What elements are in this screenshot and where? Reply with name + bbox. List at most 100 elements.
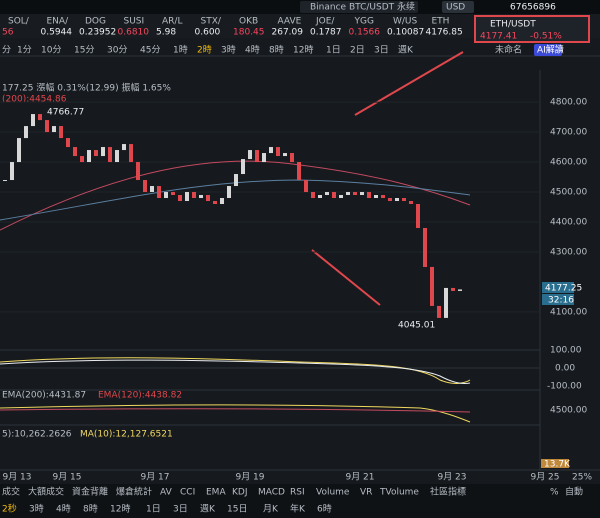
ticker-symbol[interactable]: SOL/	[8, 17, 30, 27]
ticker-symbol[interactable]: AAVE	[278, 17, 302, 27]
interval[interactable]: 分	[2, 45, 11, 56]
ticker-symbol[interactable]: ENA/	[47, 17, 70, 27]
ticker-symbol[interactable]: W/US	[393, 17, 418, 27]
interval[interactable]: 4時	[245, 45, 260, 56]
candle	[192, 192, 196, 199]
candle	[157, 186, 161, 199]
indicator-tab[interactable]: Volume	[316, 488, 350, 498]
candle	[304, 180, 308, 193]
currency[interactable]: USD	[446, 3, 465, 13]
currency-select[interactable]	[442, 1, 474, 13]
indicator-tab[interactable]: AV	[160, 488, 173, 498]
candle	[332, 192, 336, 199]
ticker-symbol[interactable]: STX/	[201, 17, 222, 27]
candle	[10, 162, 14, 181]
ticker-price[interactable]: 4176.85	[426, 28, 463, 38]
indicator-tab[interactable]: MACD	[258, 488, 285, 498]
candle	[297, 162, 301, 181]
ma-label: (200):4454.86	[2, 95, 67, 105]
indicator-tab[interactable]: EMA	[206, 488, 226, 498]
interval[interactable]: 10分	[41, 45, 61, 56]
ticker-price[interactable]: 0.23952	[79, 28, 116, 38]
macd-line	[0, 357, 471, 384]
ticker-symbol[interactable]: OKB	[239, 17, 258, 27]
ticker-symbol[interactable]: JOE/	[315, 17, 335, 27]
interval[interactable]: 2時	[197, 45, 212, 56]
search[interactable]: Binance BTC/USDT 永续	[310, 1, 415, 13]
bottom-interval[interactable]: 3時	[29, 504, 44, 515]
indicator-tab[interactable]: TVolume	[379, 488, 419, 498]
bottom-interval[interactable]: 週K	[200, 504, 216, 515]
ema-line	[0, 408, 471, 413]
indicator-tab[interactable]: 爆倉統計	[116, 486, 152, 498]
bottom-interval[interactable]: 1日	[146, 504, 161, 515]
popup[interactable]	[474, 15, 590, 43]
candle	[262, 153, 266, 163]
candle	[178, 195, 182, 202]
ma-line	[0, 179, 471, 221]
bottom-interval[interactable]: 3日	[173, 504, 188, 515]
indicator-tab[interactable]: VR	[360, 488, 372, 498]
bottom-interval[interactable]: 12時	[110, 504, 130, 515]
interval[interactable]: 45分	[140, 45, 160, 56]
bottom-interval[interactable]: 4時	[56, 504, 71, 515]
candle	[129, 144, 133, 163]
interval[interactable]: 1時	[173, 45, 188, 56]
ticker-price[interactable]: 0.600	[195, 28, 221, 38]
bottom-interval[interactable]: 8時	[83, 504, 98, 515]
ticker-symbol[interactable]: DOG	[85, 17, 106, 27]
ticker-price[interactable]: 0.5944	[41, 28, 73, 38]
candle	[283, 153, 287, 157]
ticker-price[interactable]: 0.1566	[349, 28, 381, 38]
bottom-interval[interactable]: 年K	[290, 503, 306, 515]
indicator-tab[interactable]: CCI	[180, 488, 195, 498]
scale-auto[interactable]: 自動	[565, 486, 583, 498]
interval[interactable]: 2日	[350, 45, 365, 56]
x-tick-label: 9月 21	[345, 472, 374, 483]
interval[interactable]: 1日	[326, 45, 341, 56]
ticker-symbol[interactable]: AR/L	[162, 17, 182, 27]
indicator-tab[interactable]: 資金背離	[72, 486, 108, 498]
ticker-price[interactable]: 5.98	[156, 28, 176, 38]
ai-button[interactable]	[534, 44, 562, 56]
ai-label[interactable]: AI解讀	[537, 44, 564, 56]
popup-change[interactable]: -0.51%	[530, 32, 562, 42]
indicator-tab[interactable]: 大額成交	[28, 486, 64, 498]
interval[interactable]: 3時	[221, 45, 236, 56]
ticker-price[interactable]: 267.09	[272, 28, 304, 38]
candle	[17, 138, 21, 163]
interval[interactable]: 1分	[17, 45, 32, 56]
bottom-interval[interactable]: 2秒	[2, 503, 17, 515]
chart-header: 177.25 漲幅 0.31%(12.99) 振幅 1.65%	[2, 82, 171, 94]
interval[interactable]: 週K	[398, 45, 414, 56]
interval[interactable]: 30分	[107, 45, 127, 56]
indicator-tab[interactable]: 成交	[2, 486, 20, 498]
bottom-interval[interactable]: 月K	[263, 504, 279, 515]
indicator-tab[interactable]: KDJ	[232, 488, 248, 498]
popup-price[interactable]: 4177.41	[480, 32, 517, 42]
interval[interactable]: 15分	[74, 45, 94, 56]
ticker-symbol[interactable]: SUSI	[124, 17, 145, 27]
bottom-interval[interactable]: 6時	[317, 504, 332, 515]
ticker-price[interactable]: 0.1787	[310, 28, 342, 38]
interval[interactable]: 12時	[293, 45, 313, 56]
bottom-interval[interactable]: 15日	[227, 504, 247, 515]
popup-symbol[interactable]: ETH/USDT	[490, 20, 536, 30]
candle	[185, 192, 189, 202]
ticker-symbol[interactable]: YGG	[354, 17, 374, 27]
layout-name[interactable]: 未命名	[495, 44, 522, 56]
scale-percent[interactable]: %	[550, 488, 559, 498]
interval[interactable]: 3日	[374, 45, 389, 56]
ticker-price[interactable]: 180.45	[233, 28, 265, 38]
indicator-tab[interactable]: 社區指標	[430, 486, 466, 498]
interval[interactable]: 8時	[269, 45, 284, 56]
ticker-price[interactable]: 0.10087	[387, 28, 424, 38]
ticker-price[interactable]: 56	[2, 28, 14, 38]
ticker-price[interactable]: 0.6810	[118, 28, 150, 38]
ticker-symbol[interactable]: ETH	[432, 17, 450, 27]
account[interactable]: 67656896	[510, 3, 556, 13]
search-box[interactable]	[300, 1, 418, 13]
candle	[388, 198, 392, 202]
indicator-tab[interactable]: RSI	[290, 488, 305, 498]
